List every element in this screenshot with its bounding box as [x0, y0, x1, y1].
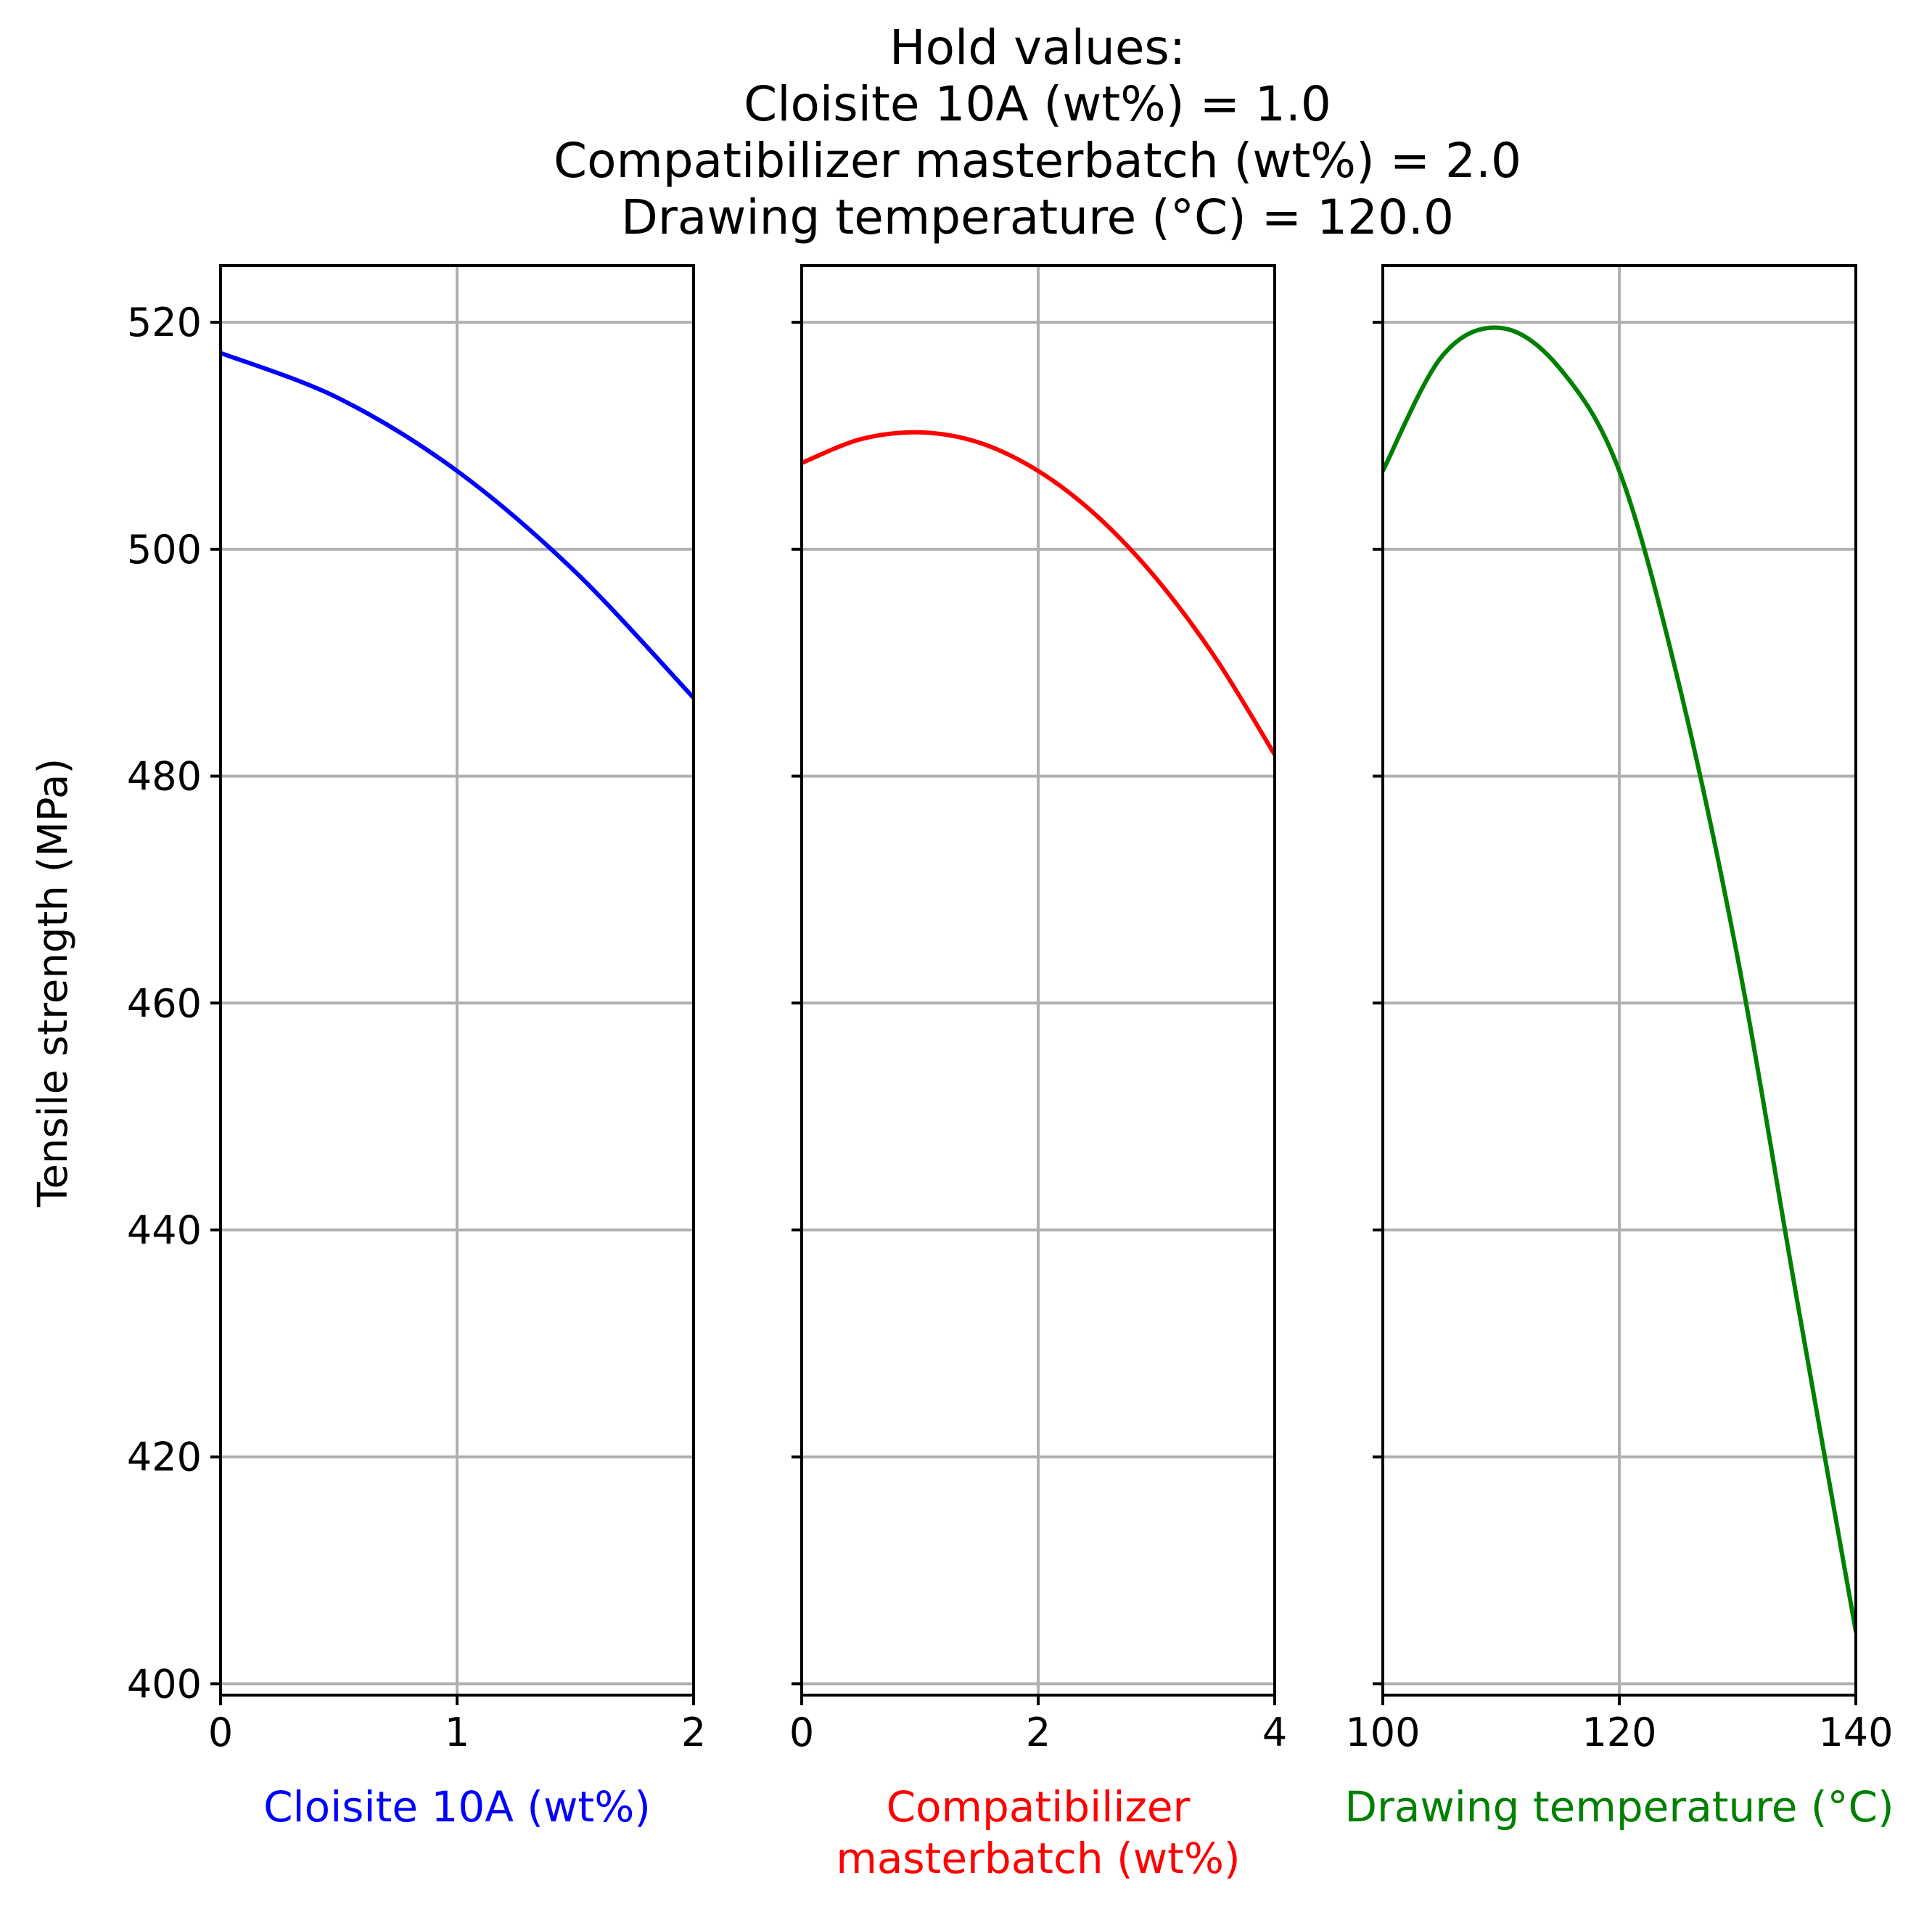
- x-tick-label: 0: [208, 1710, 233, 1755]
- series-line: [1383, 325, 1856, 1634]
- x-tick-label: 0: [789, 1710, 814, 1755]
- y-tick-label: 420: [127, 1435, 202, 1480]
- x-tick-label: 120: [1582, 1710, 1656, 1755]
- x-tick-label: 1: [445, 1710, 469, 1755]
- y-tick-label: 400: [127, 1661, 202, 1707]
- x-axis-label: Drawing temperature (°C): [1344, 1782, 1894, 1832]
- y-tick-label: 440: [127, 1207, 202, 1253]
- y-tick-label: 520: [127, 300, 202, 345]
- x-tick-label: 2: [1026, 1710, 1051, 1755]
- x-tick-label: 4: [1262, 1710, 1287, 1755]
- suptitle-line-2: Cloisite 10A (wt%) = 1.0: [744, 76, 1331, 132]
- suptitle-line-1: Hold values:: [889, 20, 1185, 75]
- plot-frame: [800, 264, 1276, 1697]
- x-tick-label: 2: [681, 1710, 706, 1755]
- plot-frame: [1381, 264, 1857, 1697]
- plot-frame: [219, 264, 695, 1697]
- x-axis-label: Cloisite 10A (wt%): [263, 1782, 651, 1832]
- panel-cloisite: 400 420 440 460 480 500 520 0 1 2 Cloisite 10A (wt…: [127, 264, 706, 1832]
- y-tick-label: 480: [127, 754, 202, 800]
- x-axis-label: Compatibilizer: [887, 1782, 1191, 1832]
- suptitle-line-3: Compatibilizer masterbatch (wt%) = 2.0: [554, 133, 1521, 189]
- y-axis-label: Tensile strength (MPa): [30, 758, 77, 1207]
- x-tick-label: 140: [1818, 1710, 1893, 1755]
- y-tick-label: 500: [127, 527, 202, 573]
- suptitle-line-4: Drawing temperature (°C) = 120.0: [621, 189, 1454, 245]
- series-line: [221, 350, 694, 700]
- y-tick-label: 460: [127, 980, 202, 1026]
- x-axis-label: masterbatch (wt%): [836, 1834, 1240, 1883]
- series-line: [802, 430, 1275, 757]
- x-tick-label: 100: [1345, 1710, 1420, 1755]
- panel-drawing-temperature: 100 120 140 Drawing temperature (°C): [1344, 264, 1894, 1832]
